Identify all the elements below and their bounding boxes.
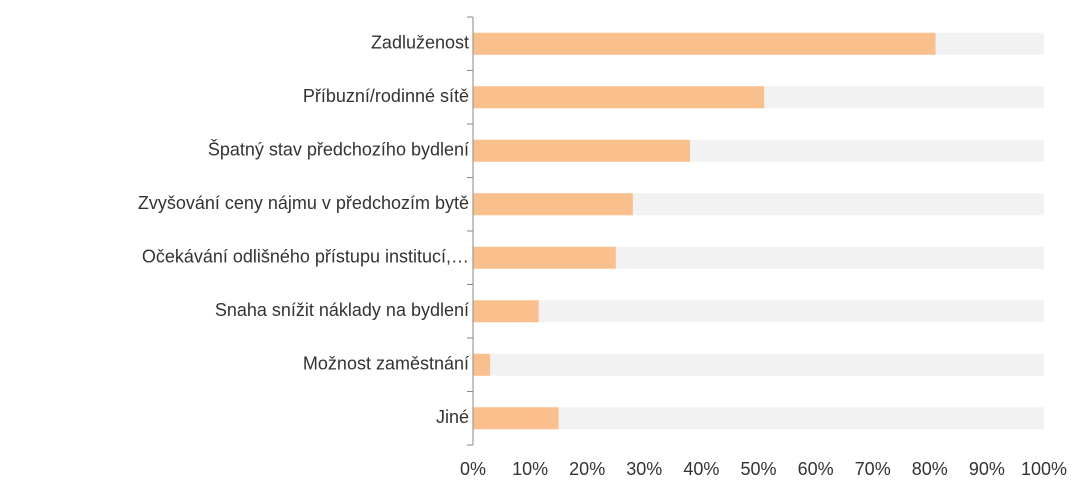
y-tick-label: Zvyšování ceny nájmu v předchozím bytě: [138, 193, 469, 213]
x-tick-label: 80%: [912, 459, 948, 479]
x-tick-label: 30%: [626, 459, 662, 479]
y-tick-label: Špatný stav předchozího bydlení: [208, 139, 469, 160]
y-tick-label: Příbuzní/rodinné sítě: [303, 86, 469, 106]
bar-track: [473, 353, 1044, 376]
bar-track: [473, 407, 1044, 430]
bar: [473, 193, 633, 216]
y-tick-label: Možnost zaměstnání: [303, 354, 469, 374]
bar: [473, 407, 559, 430]
y-tick-label: Očekávání odlišného přístupu institucí,…: [142, 247, 469, 267]
y-tick-label: Snaha snížit náklady na bydlení: [215, 300, 469, 320]
bar: [473, 300, 539, 323]
bar: [473, 139, 690, 162]
x-tick-label: 90%: [969, 459, 1005, 479]
y-tick-label: Zadluženost: [371, 33, 469, 53]
x-tick-label: 50%: [740, 459, 776, 479]
bar: [473, 353, 491, 376]
bar: [473, 246, 616, 269]
x-tick-label: 40%: [683, 459, 719, 479]
bar: [473, 86, 765, 109]
y-tick-label: Jiné: [436, 407, 469, 427]
x-tick-label: 60%: [798, 459, 834, 479]
x-tick-label: 100%: [1021, 459, 1067, 479]
x-tick-label: 70%: [855, 459, 891, 479]
x-tick-label: 10%: [512, 459, 548, 479]
bar: [473, 32, 936, 55]
x-tick-label: 20%: [569, 459, 605, 479]
bar-track: [473, 300, 1044, 323]
x-tick-label: 0%: [460, 459, 486, 479]
